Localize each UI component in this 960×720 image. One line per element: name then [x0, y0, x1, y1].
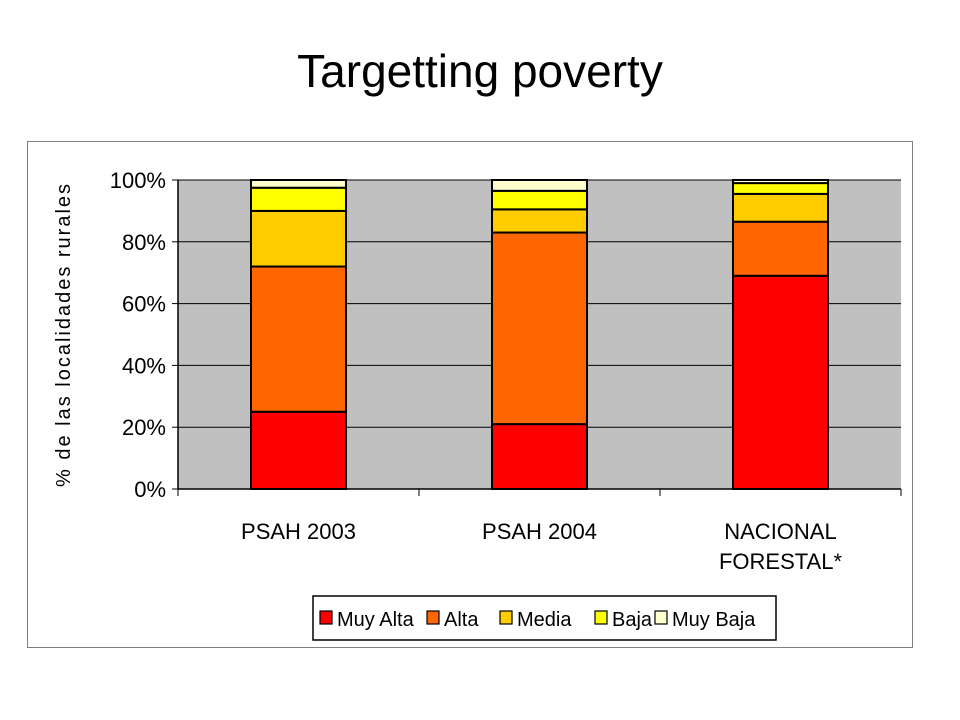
legend-label: Muy Baja: [672, 609, 756, 631]
bar-segment: [250, 265, 347, 413]
bar-segment: [250, 209, 347, 268]
stacked-bar-chart: 0% 20% 40% 60% 80% 100% PSAH 2003 PSAH 2004 NACI…: [53, 168, 902, 641]
legend-swatch: [499, 610, 513, 625]
y-tick-label: 100%: [110, 168, 166, 193]
bars: [250, 179, 829, 490]
bar-segment: [250, 186, 347, 212]
legend-label: Alta: [444, 609, 479, 631]
bar-segment: [491, 179, 588, 192]
x-tick-label: PSAH 2003: [241, 519, 356, 544]
bar-segment: [491, 208, 588, 234]
legend-swatch: [594, 610, 608, 625]
bar-segment: [732, 179, 829, 185]
y-tick-label: 20%: [122, 415, 166, 440]
bar-segment: [250, 179, 347, 189]
legend-box: [312, 595, 777, 641]
bar-segment: [732, 192, 829, 223]
bar-segment: [491, 423, 588, 490]
y-tick-label: 40%: [122, 353, 166, 378]
legend-label: Baja: [612, 609, 653, 631]
bar-segment: [732, 220, 829, 277]
x-tick-label: PSAH 2004: [482, 519, 597, 544]
x-tick-label: NACIONAL: [724, 519, 836, 544]
bar-segment: [491, 189, 588, 211]
legend-swatch: [319, 610, 333, 625]
y-tick-label: 60%: [122, 292, 166, 317]
y-axis-title: % de las localidades rurales: [53, 182, 75, 487]
legend: Muy Alta Alta Media Baja Muy Baja: [312, 595, 777, 641]
x-tick-label: FORESTAL*: [719, 549, 843, 574]
legend-label: Muy Alta: [337, 609, 415, 631]
y-tick-label: 0%: [134, 477, 166, 502]
bar-segment: [732, 182, 829, 195]
bar-segment: [491, 231, 588, 426]
axes: 0% 20% 40% 60% 80% 100% PSAH 2003 PSAH 2004 NACI…: [110, 168, 902, 574]
y-tick-label: 80%: [122, 230, 166, 255]
bar-segment: [732, 274, 829, 490]
legend-label: Media: [517, 609, 572, 631]
chart-frame: 0% 20% 40% 60% 80% 100% PSAH 2003 PSAH 2004 NACI…: [27, 141, 913, 648]
bar-segment: [250, 410, 347, 490]
legend-swatch: [426, 610, 440, 625]
slide-title: Targetting poverty: [297, 45, 663, 97]
legend-swatch: [654, 610, 668, 625]
